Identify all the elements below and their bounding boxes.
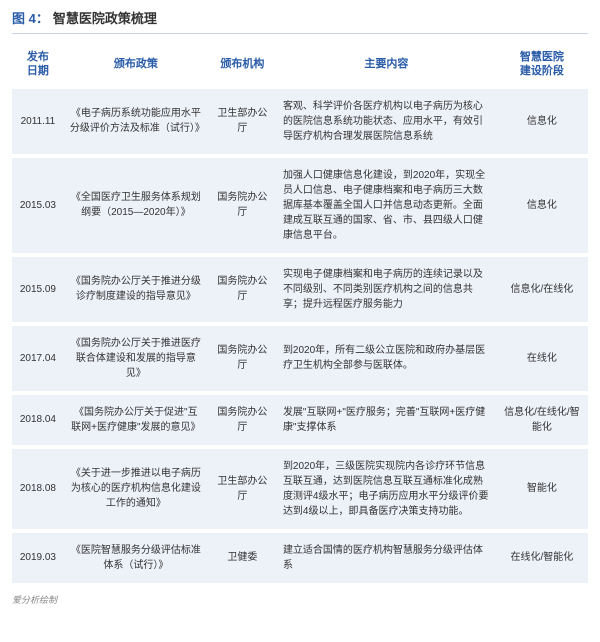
figure-title: 图 4： 智慧医院政策梳理 [12, 8, 588, 34]
table-header-row: 发布日期 颁布政策 颁布机构 主要内容 智慧医院建设阶段 [12, 44, 588, 85]
cell-content: 到2020年，所有二级公立医院和政府办基层医疗卫生机构全部参与医联体。 [277, 326, 496, 391]
cell-org: 国务院办公厅 [208, 326, 277, 391]
table-row: 2018.08《关于进一步推进以电子病历为核心的医疗机构信息化建设工作的通知》卫… [12, 449, 588, 529]
cell-org: 卫健委 [208, 533, 277, 583]
cell-stage: 信息化/在线化/智能化 [496, 395, 588, 445]
cell-stage: 在线化 [496, 326, 588, 391]
cell-org: 国务院办公厅 [208, 158, 277, 253]
cell-org: 国务院办公厅 [208, 395, 277, 445]
cell-content: 到2020年，三级医院实现院内各诊疗环节信息互联互通，达到医院信息互联互通标准化… [277, 449, 496, 529]
table-row: 2018.04《国务院办公厅关于促进"互联网+医疗健康"发展的意见》国务院办公厅… [12, 395, 588, 445]
cell-stage: 信息化/在线化 [496, 257, 588, 322]
col-header-policy: 颁布政策 [64, 44, 208, 85]
cell-date: 2011.11 [12, 89, 64, 154]
cell-date: 2018.08 [12, 449, 64, 529]
cell-policy: 《国务院办公厅关于推进医疗联合体建设和发展的指导意见》 [64, 326, 208, 391]
cell-content: 发展"互联网+"医疗服务；完善"互联网+医疗健康"支撑体系 [277, 395, 496, 445]
cell-org: 国务院办公厅 [208, 257, 277, 322]
cell-policy: 《全国医疗卫生服务体系规划纲要（2015—2020年）》 [64, 158, 208, 253]
cell-date: 2017.04 [12, 326, 64, 391]
cell-date: 2018.04 [12, 395, 64, 445]
cell-date: 2015.03 [12, 158, 64, 253]
figure-number: 图 4： [12, 8, 49, 27]
table-row: 2019.03《医院智慧服务分级评估标准体系（试行）》卫健委建立适合国情的医疗机… [12, 533, 588, 583]
cell-stage: 信息化 [496, 158, 588, 253]
policy-table: 发布日期 颁布政策 颁布机构 主要内容 智慧医院建设阶段 2011.11《电子病… [12, 40, 588, 587]
cell-policy: 《关于进一步推进以电子病历为核心的医疗机构信息化建设工作的通知》 [64, 449, 208, 529]
cell-content: 实现电子健康档案和电子病历的连续记录以及不同级别、不同类别医疗机构之间的信息共享… [277, 257, 496, 322]
source-attribution: 爱分析绘制 [12, 593, 588, 606]
cell-stage: 在线化/智能化 [496, 533, 588, 583]
col-header-stage: 智慧医院建设阶段 [496, 44, 588, 85]
cell-date: 2019.03 [12, 533, 64, 583]
col-header-org: 颁布机构 [208, 44, 277, 85]
cell-date: 2015.09 [12, 257, 64, 322]
cell-policy: 《国务院办公厅关于促进"互联网+医疗健康"发展的意见》 [64, 395, 208, 445]
table-row: 2011.11《电子病历系统功能应用水平分级评价方法及标准（试行）》卫生部办公厅… [12, 89, 588, 154]
col-header-content: 主要内容 [277, 44, 496, 85]
cell-policy: 《电子病历系统功能应用水平分级评价方法及标准（试行）》 [64, 89, 208, 154]
cell-content: 建立适合国情的医疗机构智慧服务分级评估体系 [277, 533, 496, 583]
table-row: 2015.03《全国医疗卫生服务体系规划纲要（2015—2020年）》国务院办公… [12, 158, 588, 253]
table-row: 2017.04《国务院办公厅关于推进医疗联合体建设和发展的指导意见》国务院办公厅… [12, 326, 588, 391]
cell-policy: 《医院智慧服务分级评估标准体系（试行）》 [64, 533, 208, 583]
cell-stage: 信息化 [496, 89, 588, 154]
col-header-date: 发布日期 [12, 44, 64, 85]
cell-policy: 《国务院办公厅关于推进分级诊疗制度建设的指导意见》 [64, 257, 208, 322]
cell-content: 加强人口健康信息化建设，到2020年，实现全员人口信息、电子健康档案和电子病历三… [277, 158, 496, 253]
cell-stage: 智能化 [496, 449, 588, 529]
table-row: 2015.09《国务院办公厅关于推进分级诊疗制度建设的指导意见》国务院办公厅实现… [12, 257, 588, 322]
cell-content: 客观、科学评价各医疗机构以电子病历为核心的医院信息系统功能状态、应用水平，有效引… [277, 89, 496, 154]
cell-org: 卫生部办公厅 [208, 449, 277, 529]
figure-title-text: 智慧医院政策梳理 [53, 8, 157, 27]
cell-org: 卫生部办公厅 [208, 89, 277, 154]
